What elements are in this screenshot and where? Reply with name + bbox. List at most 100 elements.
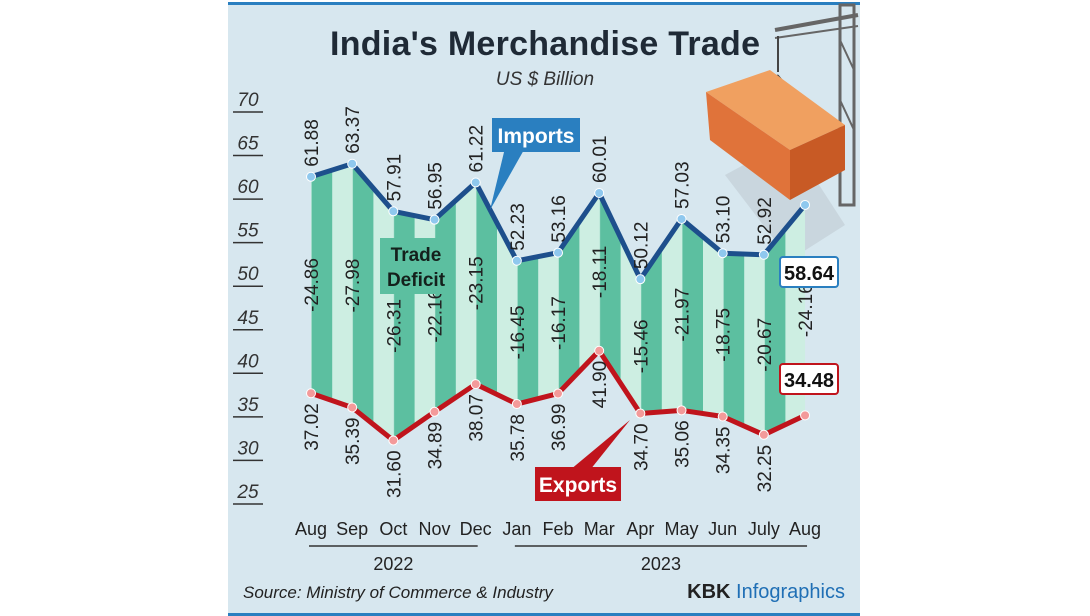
x-tick-label: July [748,519,780,539]
imports-data-label: 52.92 [755,197,776,245]
imports-data-label: 63.37 [343,106,364,154]
exports-data-label: 36.99 [549,404,570,452]
x-tick-label: Dec [460,519,492,539]
deficit-data-label: -24.16 [796,283,817,337]
exports-data-label: 41.90 [590,361,611,409]
exports-point [388,435,399,446]
exports-legend-label: Exports [539,474,617,497]
exports-point [758,429,769,440]
y-tick-label: 40 [237,351,259,372]
exports-data-label: 35.39 [343,417,364,465]
exports-point [511,399,522,410]
imports-callout-bg [492,118,580,152]
exports-data-label: 31.60 [384,450,405,498]
imports-data-label: 56.95 [426,162,447,210]
y-tick-label: 55 [237,221,259,242]
exports-data-label: 34.70 [631,423,652,471]
y-tick-label: 70 [237,90,259,111]
imports-point [800,199,811,210]
deficit-data-label: -23.15 [467,256,488,310]
x-tick-label: Mar [584,519,615,539]
imports-point [594,188,605,199]
imports-point [388,206,399,217]
imports-point [347,158,358,169]
deficit-data-label: -18.75 [714,308,735,362]
exports-data-label: 32.25 [755,445,776,493]
y-tick-label: 30 [237,438,259,459]
y-tick-label: 35 [237,395,259,416]
y-tick-label: 60 [237,177,259,198]
imports-data-label: 60.01 [590,135,611,183]
imports-data-label: 53.16 [549,195,570,243]
imports-latest-box [779,256,839,288]
deficit-data-label: -16.45 [508,305,529,359]
deficit-data-label: -20.67 [755,318,776,372]
x-tick-label: Aug [295,519,327,539]
imports-latest-value: 58.64 [784,263,835,285]
exports-point [347,402,358,413]
deficit-data-label: -22.16 [426,289,447,343]
exports-point [470,379,481,390]
exports-point [553,388,564,399]
imports-point [553,247,564,258]
deficit-data-label: -27.98 [343,259,364,313]
y-tick-label: 50 [237,264,259,285]
credit-kbk: KBK [687,581,736,603]
x-tick-label: May [665,519,699,539]
deficit-data-label: -26.31 [384,299,405,353]
deficit-data-label: -15.46 [631,319,652,373]
imports-data-label: 61.22 [467,125,488,173]
x-tick-label: Feb [543,519,574,539]
x-tick-label: Sep [336,519,368,539]
x-tick-label: Aug [789,519,821,539]
chart-title: India's Merchandise Trade [330,25,760,63]
exports-data-label: 34.35 [714,427,735,475]
x-tick-label: Oct [379,519,407,539]
x-tick-label: Nov [419,519,451,539]
year-label: 2022 [373,554,413,574]
y-tick-label: 25 [236,482,259,503]
deficit-data-label: -18.11 [590,246,611,298]
exports-latest-value: 34.48 [784,370,834,392]
exports-point [800,410,811,421]
year-label: 2023 [641,554,681,574]
imports-data-label: 57.91 [384,154,405,202]
exports-data-label: 37.02 [302,403,323,451]
imports-point [306,171,316,182]
deficit-data-label: -21.97 [673,288,694,342]
exports-callout-pointer [570,420,630,470]
trade-deficit-label: Deficit [387,270,446,291]
imports-data-label: 61.88 [302,119,323,167]
imports-point [511,255,522,266]
credit-infographics: Infographics [736,581,845,603]
y-tick-label: 65 [237,134,259,155]
exports-point [594,345,605,356]
trade-deficit-label: Trade [391,245,442,266]
imports-callout-pointer [490,148,525,210]
deficit-data-label: -24.86 [302,258,323,312]
trade-deficit-area [311,163,806,441]
exports-data-label: 35.78 [508,414,529,462]
imports-point [717,248,728,259]
imports-point [429,214,440,225]
credit-label: KBK Infographics [687,581,845,603]
exports-point [429,406,440,417]
exports-data-label: 38.07 [467,394,488,442]
source-note: Source: Ministry of Commerce & Industry [243,583,554,602]
crane-illustration [706,3,859,260]
chart-subtitle: US $ Billion [496,69,594,90]
x-tick-label: Jan [502,519,531,539]
imports-data-label: 53.10 [714,196,735,244]
imports-point [635,274,646,285]
imports-data-label: 50.12 [631,222,652,270]
trade-deficit-label-bg [380,238,452,294]
exports-data-label: 34.89 [426,422,447,470]
exports-point [306,388,316,399]
exports-callout-bg [535,467,621,501]
deficit-data-label: -16.17 [549,296,570,350]
exports-point [676,405,687,416]
exports-data-label: 35.06 [673,420,694,468]
imports-legend-label: Imports [497,125,574,148]
exports-point [717,411,728,422]
